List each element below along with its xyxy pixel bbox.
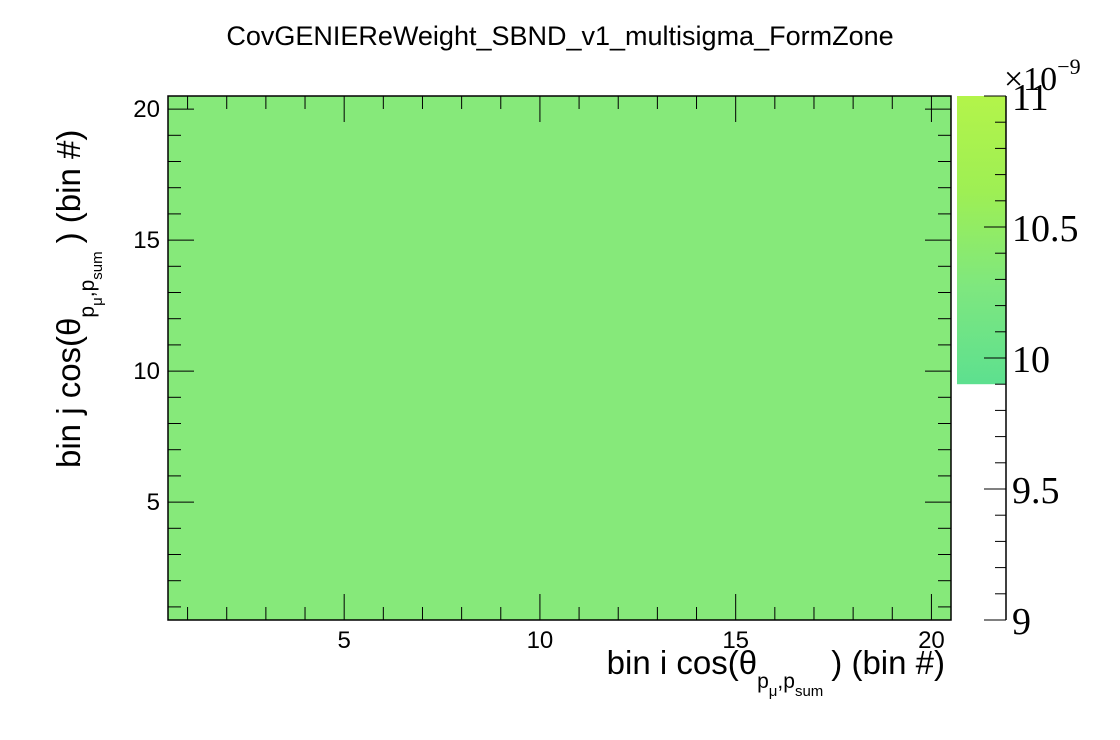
y-label-sub-p1: p (76, 306, 99, 318)
z-tick-label: 10 (1012, 339, 1050, 381)
y-axis-label: bin j cos(θpμ,psum) (bin #) (50, 130, 106, 468)
palette-gradient (957, 96, 1006, 385)
z-axis-ticks (984, 95, 1006, 621)
chart-title: CovGENIEReWeight_SBND_v1_multisigma_Form… (226, 21, 893, 51)
y-tick-label: 10 (133, 358, 160, 385)
heatmap-cells (168, 96, 951, 620)
color-palette (957, 96, 1006, 385)
y-label-sub-mu: μ (89, 297, 106, 306)
x-tick-label: 20 (918, 627, 945, 654)
plot-frame (167, 95, 952, 621)
x-label-before: bin i cos(θ (607, 644, 757, 681)
x-label-sub-p1: p (757, 670, 769, 693)
x-label-sub-sum: sum (795, 683, 823, 700)
y-tick-label: 5 (147, 489, 160, 516)
z-exponent-base: ×10 (1004, 61, 1057, 98)
z-axis-tick-labels: 9 9.5 10 10.5 11 (1012, 77, 1079, 643)
y-axis-tick-labels: 5 10 15 20 (133, 96, 160, 516)
y-tick-label: 20 (133, 96, 160, 123)
z-tick-label: 10.5 (1012, 208, 1079, 250)
y-axis-ticks (168, 108, 951, 608)
x-label-sub-p2: p (783, 670, 795, 693)
z-tick-label: 9.5 (1012, 470, 1060, 512)
x-tick-label: 15 (722, 627, 749, 654)
z-tick-label: 11 (1012, 77, 1049, 119)
x-label-after: ) (bin #) (831, 644, 945, 681)
x-axis-tick-labels: 5 10 15 20 (337, 627, 944, 654)
z-exponent-label: ×10−9 (1004, 54, 1081, 98)
x-tick-label: 10 (527, 627, 554, 654)
x-axis-label: bin i cos(θpμ,psum) (bin #) (607, 644, 945, 700)
y-label-after: ) (bin #) (50, 130, 87, 244)
y-tick-label: 15 (133, 227, 160, 254)
z-tick-label: 9 (1012, 601, 1031, 643)
y-label-sub-sum: sum (89, 251, 106, 279)
z-exponent-power: −9 (1057, 54, 1080, 79)
x-label-sub-mu: μ (769, 683, 778, 700)
x-tick-label: 5 (337, 627, 350, 654)
y-label-sub-p2: p (76, 280, 99, 292)
y-label-before: bin j cos(θ (50, 318, 87, 468)
